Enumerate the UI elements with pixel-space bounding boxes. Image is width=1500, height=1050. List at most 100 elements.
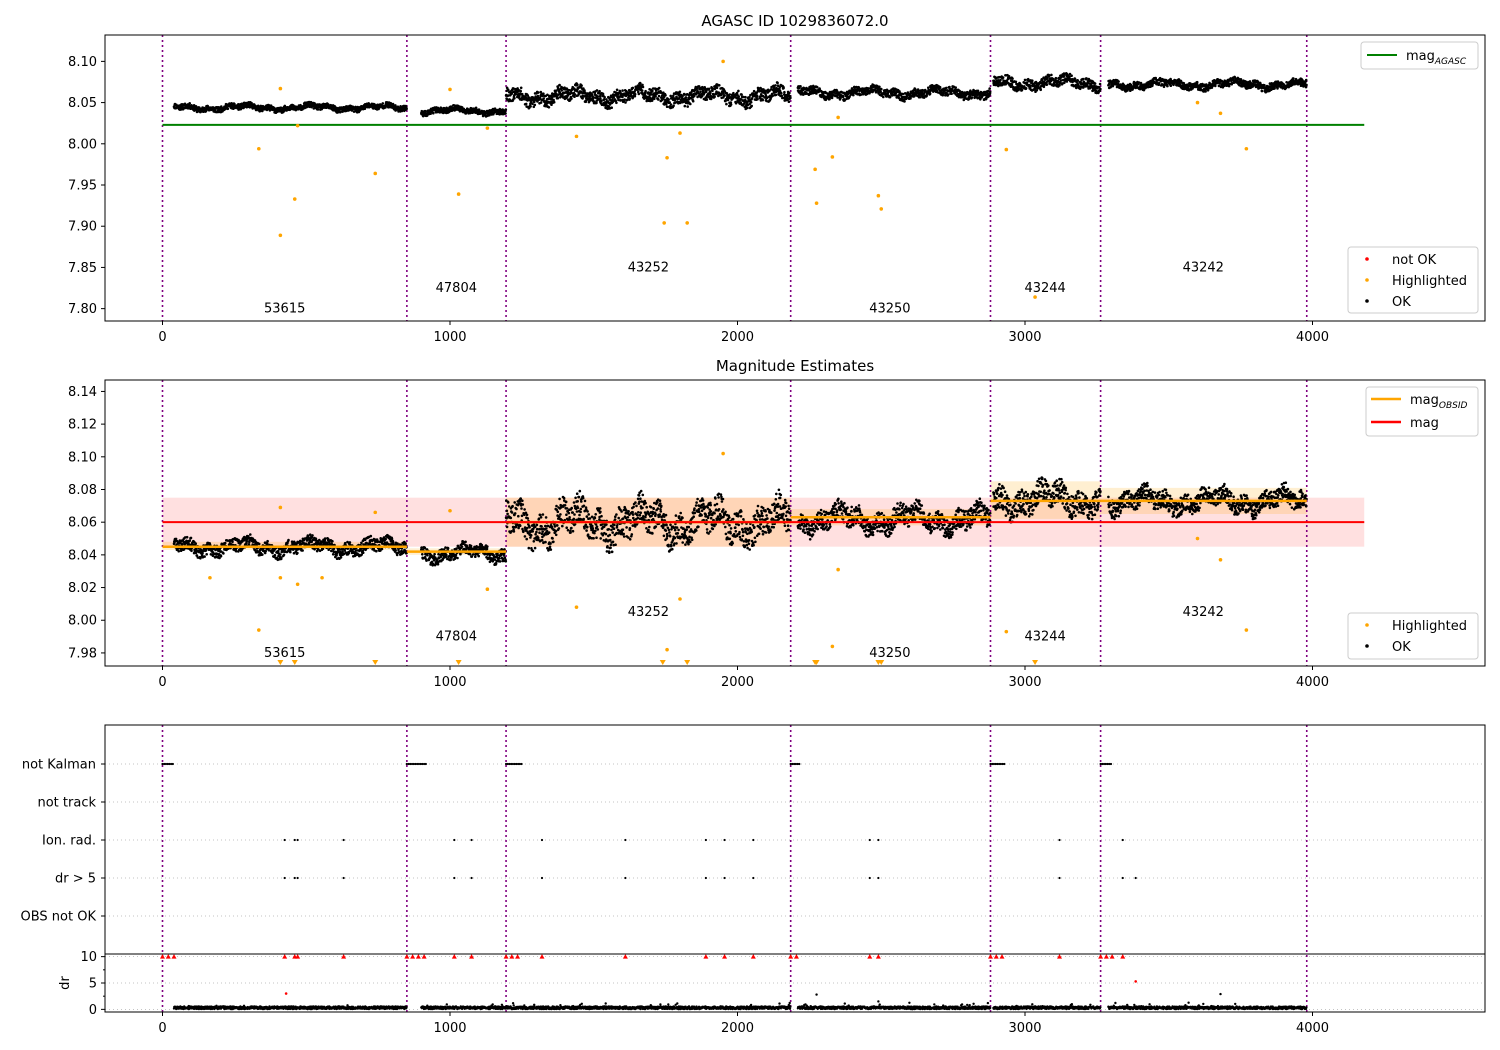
y-tick-label: 8.10 xyxy=(68,55,97,70)
ok-point xyxy=(628,97,631,101)
ok-point xyxy=(1073,77,1077,81)
ok-point xyxy=(771,94,774,97)
x-tick-label: 4000 xyxy=(1296,330,1329,345)
ok-point xyxy=(506,88,510,91)
ok-point xyxy=(501,108,505,111)
ok-point xyxy=(1304,85,1308,89)
highlighted-point xyxy=(574,134,579,139)
ok-point xyxy=(1292,77,1295,80)
ok-point xyxy=(556,96,560,100)
ok-point xyxy=(1098,82,1102,86)
ok-point xyxy=(422,114,425,118)
ok-point xyxy=(1039,88,1042,92)
ok-point xyxy=(1260,89,1264,93)
ok-point xyxy=(189,536,193,540)
ok-point xyxy=(576,83,579,86)
ok-point xyxy=(878,85,881,89)
ok-point xyxy=(815,86,819,89)
ok-point xyxy=(644,89,647,93)
ok-point xyxy=(308,533,312,536)
ok-point xyxy=(248,106,252,109)
highlighted-point xyxy=(1004,147,1009,152)
ok-point xyxy=(222,552,225,555)
obsid-label: 47804 xyxy=(436,281,477,296)
ok-point xyxy=(657,86,661,90)
ok-point xyxy=(686,105,689,108)
y-tick-label: 7.90 xyxy=(68,220,97,235)
ok-point xyxy=(705,98,709,101)
ok-point xyxy=(1054,76,1058,80)
ok-point xyxy=(787,100,791,103)
ok-point xyxy=(1025,81,1029,84)
ok-point xyxy=(423,109,427,113)
ok-point xyxy=(713,95,716,98)
ok-point xyxy=(692,94,696,98)
y-tick-label: 7.85 xyxy=(68,261,97,276)
ok-point xyxy=(725,102,728,106)
ok-point xyxy=(194,542,197,545)
ok-point xyxy=(945,86,948,90)
x-tick-label: 1000 xyxy=(433,330,466,345)
legend-marker xyxy=(1365,257,1369,261)
highlighted-point xyxy=(685,221,689,225)
ok-point xyxy=(969,89,972,92)
ok-point xyxy=(279,553,282,556)
ok-point xyxy=(279,106,283,109)
ok-point xyxy=(615,88,619,92)
obsid-label: 43250 xyxy=(869,302,910,317)
ok-point xyxy=(672,104,675,108)
ok-point xyxy=(621,89,624,92)
ok-point xyxy=(928,92,932,96)
ok-point xyxy=(788,91,791,95)
highlighted-point xyxy=(678,131,682,135)
ok-point xyxy=(249,533,252,536)
ok-point xyxy=(504,108,508,111)
ok-point xyxy=(657,98,660,101)
y-tick-label: 7.80 xyxy=(68,302,97,317)
ok-point xyxy=(384,106,387,109)
ok-point xyxy=(729,103,733,106)
ok-point xyxy=(580,84,583,87)
ok-point xyxy=(331,553,335,556)
ok-point xyxy=(558,83,561,87)
ok-point xyxy=(750,97,754,100)
ok-point xyxy=(599,97,602,100)
ok-point xyxy=(313,548,316,551)
ok-point xyxy=(657,94,661,98)
ok-point xyxy=(529,105,532,108)
ok-point xyxy=(223,541,227,545)
highlighted-point xyxy=(257,146,261,151)
ok-point xyxy=(744,95,747,99)
ok-point xyxy=(474,106,478,110)
ok-point xyxy=(988,87,991,90)
ok-point xyxy=(880,87,883,91)
ok-point xyxy=(282,553,286,557)
ok-point xyxy=(737,89,740,93)
ok-point xyxy=(1273,87,1276,90)
ok-point xyxy=(539,101,543,104)
ok-point xyxy=(190,549,193,553)
ok-point xyxy=(723,94,726,97)
ok-point xyxy=(970,96,974,99)
ok-point xyxy=(830,96,834,100)
ok-point xyxy=(505,86,509,90)
ok-point xyxy=(699,90,702,93)
ok-point xyxy=(339,556,343,559)
ok-point xyxy=(296,551,299,555)
ok-point xyxy=(718,84,721,87)
highlighted-point xyxy=(292,197,297,201)
obsid-label: 43242 xyxy=(1183,260,1224,275)
ok-point xyxy=(1085,77,1088,80)
ok-point xyxy=(1204,90,1207,93)
ok-point xyxy=(789,96,792,100)
ok-point xyxy=(1050,73,1053,77)
ok-point xyxy=(595,89,599,92)
magnitude-estimates-panel: Magnitude Estimates536154780443252432504… xyxy=(68,357,1486,690)
legend-marker xyxy=(1365,278,1369,282)
ok-point xyxy=(257,542,261,546)
y-tick-label: 7.95 xyxy=(68,179,97,194)
ok-point xyxy=(903,100,906,103)
ok-point xyxy=(570,97,573,100)
ok-point xyxy=(1070,74,1073,77)
